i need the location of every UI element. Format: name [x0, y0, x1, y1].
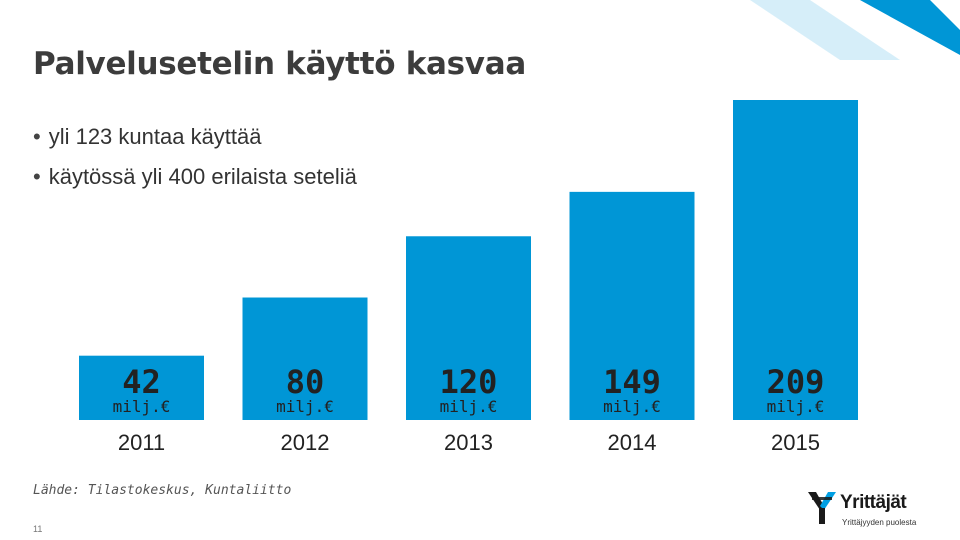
bullet-dot: •	[33, 164, 41, 189]
bar-unit-label: milj.€	[440, 397, 498, 416]
bar-2012	[242, 297, 368, 420]
bar-unit-label: milj.€	[113, 397, 171, 416]
bullet-item: • käytössä yli 400 erilaista seteliä	[33, 157, 357, 197]
slide-title: Palvelusetelin käyttö kasvaa	[33, 46, 526, 82]
bar-value-label: 120	[440, 363, 498, 401]
bar-value-label: 42	[122, 363, 161, 401]
source-note: Lähde: Tilastokeskus, Kuntaliitto	[33, 483, 292, 498]
category-label: 2011	[118, 430, 165, 455]
bar-2014	[569, 191, 695, 420]
logo-tagline: Yrittäjyyden puolesta	[842, 518, 917, 527]
category-label: 2014	[608, 430, 657, 455]
bar-value-label: 80	[286, 363, 325, 401]
category-label: 2013	[444, 430, 493, 455]
bar-value-label: 209	[767, 363, 825, 401]
bar-unit-label: milj.€	[276, 397, 334, 416]
bar-2013	[406, 236, 531, 420]
bullet-list: • yli 123 kuntaa käyttää • käytössä yli 40…	[33, 117, 357, 197]
yrittajat-logo: Yrittäjät Yrittäjyyden puolesta	[806, 488, 946, 534]
bar-unit-label: milj.€	[767, 397, 825, 416]
corner-stripes-decoration	[750, 0, 960, 60]
bar-unit-label: milj.€	[603, 397, 661, 416]
category-label: 2012	[281, 430, 330, 455]
logo-name: Yrittäjät	[840, 492, 907, 513]
logo-mark-icon	[808, 492, 836, 524]
bar-2015	[733, 100, 858, 420]
category-label: 2015	[771, 430, 820, 455]
bullet-dot: •	[33, 124, 41, 149]
bullet-text: käytössä yli 400 erilaista seteliä	[48, 164, 357, 189]
bullet-item: • yli 123 kuntaa käyttää	[33, 117, 357, 157]
page-number: 11	[33, 524, 43, 534]
bullet-text: yli 123 kuntaa käyttää	[48, 124, 262, 149]
bar-2011	[79, 355, 204, 420]
bar-value-label: 149	[603, 363, 661, 401]
